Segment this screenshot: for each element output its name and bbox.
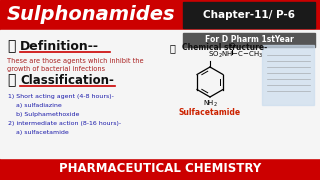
Bar xyxy=(262,45,314,105)
Text: NH$_2$: NH$_2$ xyxy=(203,99,218,109)
Text: For D Pharm 1stYear: For D Pharm 1stYear xyxy=(204,35,293,44)
Text: b) Sulphamethoxide: b) Sulphamethoxide xyxy=(8,112,79,117)
Bar xyxy=(183,2,315,28)
Bar xyxy=(0,158,320,180)
Text: a) sulfadiazine: a) sulfadiazine xyxy=(8,103,62,108)
Bar xyxy=(0,30,320,158)
Text: growth of bacterial infections: growth of bacterial infections xyxy=(7,66,105,72)
Text: 1) Short acting agent (4-8 hours)-: 1) Short acting agent (4-8 hours)- xyxy=(8,94,114,99)
Text: 👉: 👉 xyxy=(7,39,15,53)
Text: Sulfacetamide: Sulfacetamide xyxy=(179,108,241,117)
Text: 👉: 👉 xyxy=(170,43,176,53)
Text: Definition--: Definition-- xyxy=(20,39,99,53)
Text: 2) intermediate action (8-16 hours)-: 2) intermediate action (8-16 hours)- xyxy=(8,121,121,126)
Text: 👉: 👉 xyxy=(7,73,15,87)
Text: SO$_2$NH$-$C$-$CH$_3$: SO$_2$NH$-$C$-$CH$_3$ xyxy=(208,50,263,60)
Text: Chemical structure-: Chemical structure- xyxy=(182,44,267,53)
Text: Classification-: Classification- xyxy=(20,73,114,87)
Text: PHARMACEUTICAL CHEMISTRY: PHARMACEUTICAL CHEMISTRY xyxy=(59,163,261,175)
Bar xyxy=(0,0,320,30)
Text: O: O xyxy=(229,43,235,49)
Text: Sulphonamides: Sulphonamides xyxy=(7,6,176,24)
Text: Chapter-11/ P-6: Chapter-11/ P-6 xyxy=(203,10,295,20)
Text: a) sulfacetamide: a) sulfacetamide xyxy=(8,130,69,135)
Text: These are those agents which inhibit the: These are those agents which inhibit the xyxy=(7,58,144,64)
Bar xyxy=(183,33,315,47)
